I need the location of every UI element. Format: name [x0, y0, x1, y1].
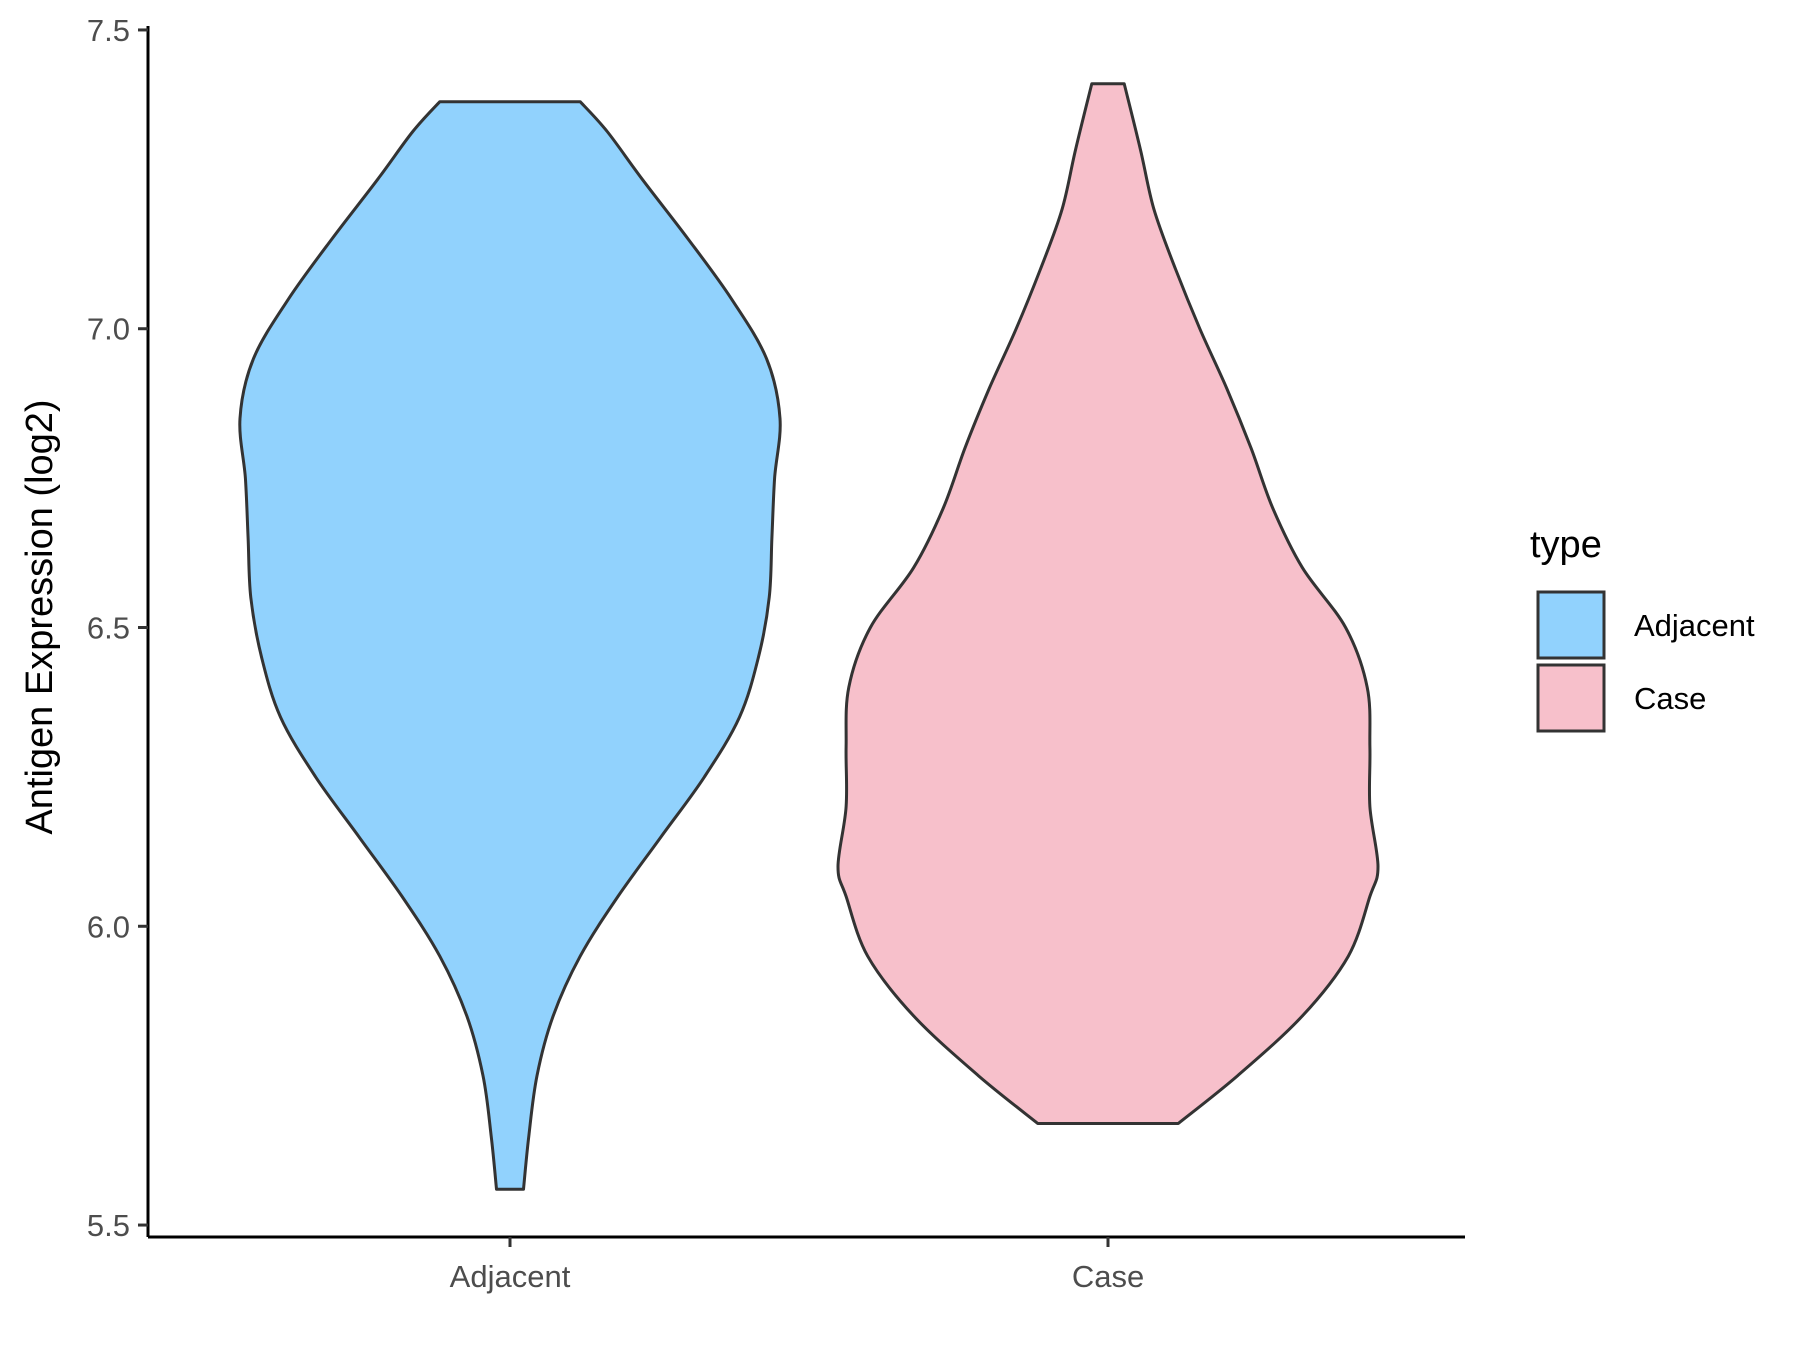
y-axis-title: Antigen Expression (log2) — [19, 399, 61, 834]
y-tick-label: 7.5 — [87, 13, 130, 48]
y-tick-label: 5.5 — [87, 1208, 130, 1243]
violin-case — [836, 82, 1380, 1125]
y-tick-label: 6.0 — [87, 909, 130, 944]
x-tick-label: Case — [1072, 1259, 1144, 1294]
violin-layer — [238, 82, 1380, 1191]
axes-layer: 5.5 6.0 6.5 7.0 7.5 Adjacent Case — [87, 13, 1465, 1294]
y-tick-label: 7.0 — [87, 312, 130, 347]
legend-key-case — [1536, 663, 1606, 733]
violin-adjacent — [238, 100, 782, 1191]
y-tick-label: 6.5 — [87, 611, 130, 646]
legend-title: type — [1530, 524, 1602, 566]
legend: type Adjacent Case — [1530, 524, 1755, 733]
legend-key-adjacent — [1536, 590, 1606, 660]
x-tick-label: Adjacent — [450, 1259, 571, 1294]
legend-label: Case — [1634, 681, 1706, 716]
legend-label: Adjacent — [1634, 608, 1755, 643]
